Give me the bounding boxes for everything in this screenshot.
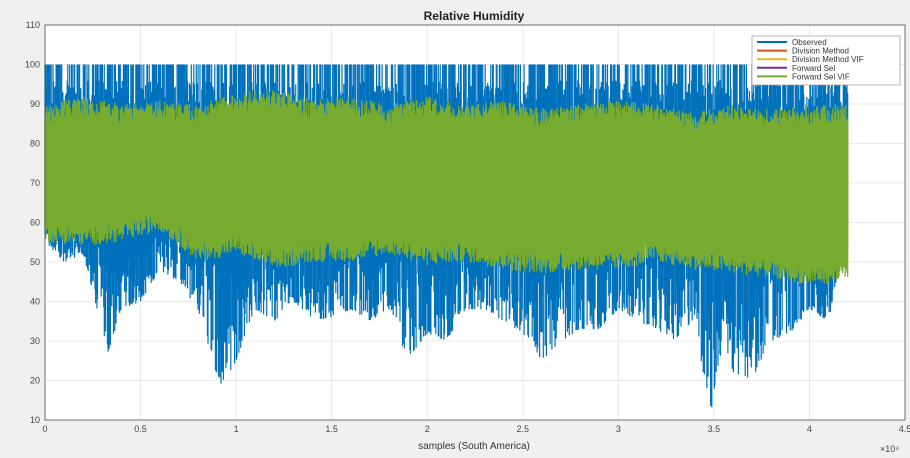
x-exponent-label: ×10⁴: [880, 444, 899, 454]
y-tick-label: 40: [30, 297, 40, 307]
y-tick-label: 30: [30, 336, 40, 346]
y-tick-label: 20: [30, 376, 40, 386]
series-area: [44, 64, 849, 408]
y-axis: 10 20 30 40 50 60 70 80 90 100 110: [25, 20, 40, 425]
y-tick-label: 60: [30, 218, 40, 228]
x-tick-label: 0: [42, 424, 47, 434]
y-tick-label: 110: [26, 20, 40, 30]
y-tick-label: 80: [30, 139, 40, 149]
y-tick-label: 90: [30, 99, 40, 109]
x-tick-label: 0.5: [134, 424, 147, 434]
x-axis-label: samples (South America): [418, 441, 530, 452]
y-tick-label: 10: [30, 415, 40, 425]
legend-entry: Division Method: [792, 47, 849, 56]
legend-entry: Division Method VIF: [792, 55, 864, 64]
x-tick-label: 1: [234, 424, 239, 434]
plot-frame: [44, 24, 906, 421]
x-tick-label: 3.5: [708, 424, 721, 434]
y-tick-label: 100: [25, 60, 40, 70]
x-axis: 0 0.5 1 1.5 2 2.5 3 3.5 4 4.5: [42, 424, 910, 434]
legend-entry: Forward Sel: [792, 64, 835, 73]
x-tick-label: 2: [425, 424, 430, 434]
x-tick-label: 2.5: [517, 424, 530, 434]
x-tick-label: 1.5: [325, 424, 338, 434]
x-tick-label: 4: [807, 424, 812, 434]
x-tick-label: 3: [616, 424, 621, 434]
y-tick-label: 50: [30, 257, 40, 267]
legend-entry: Forward Sel VIF: [792, 72, 850, 81]
x-tick-label: 4.5: [899, 424, 910, 434]
chart-title: Relative Humidity: [424, 9, 525, 23]
y-tick-label: 70: [30, 178, 40, 188]
legend-entry: Observed: [792, 38, 827, 47]
